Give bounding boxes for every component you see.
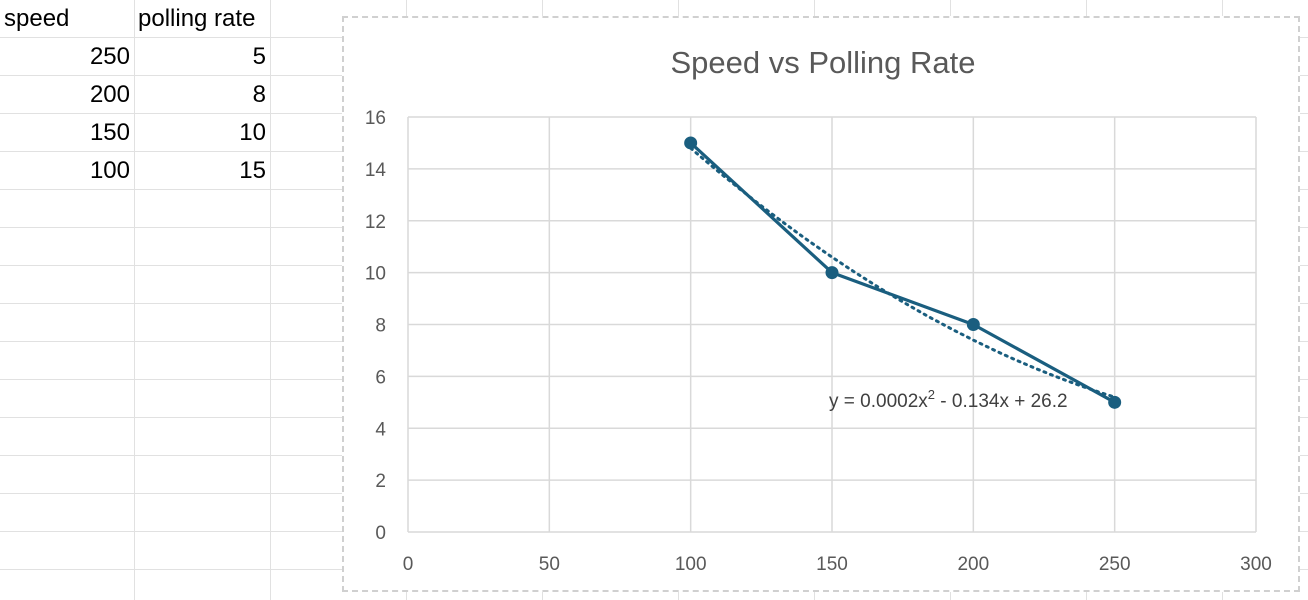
trendline-equation-rest: - 0.134x + 26.2: [935, 391, 1068, 412]
cell-header-polling-rate[interactable]: polling rate: [138, 5, 256, 32]
series-line: [689, 141, 1116, 404]
x-tick-label: 50: [539, 554, 560, 575]
cell-speed[interactable]: 200: [89, 81, 130, 108]
chart-object[interactable]: Speed vs Polling Rate 0 50 100 150 200 250 300…: [342, 16, 1300, 592]
cell-polling-rate[interactable]: 5: [252, 43, 266, 70]
cell-polling-rate[interactable]: 8: [252, 81, 266, 108]
cell-speed[interactable]: 100: [89, 157, 130, 184]
data-point[interactable]: [1108, 395, 1122, 409]
y-tick-label: 16: [365, 108, 386, 129]
x-tick-label: 300: [1240, 554, 1272, 575]
y-tick-label: 14: [365, 160, 387, 181]
cell-polling-rate[interactable]: 15: [239, 157, 266, 184]
trendline-equation-text: y = 0.0002x: [829, 391, 928, 412]
x-tick-label: 100: [675, 554, 707, 575]
y-tick-label: 8: [375, 316, 386, 337]
y-tick-label: 4: [375, 419, 386, 440]
x-tick-label: 0: [403, 554, 414, 575]
y-tick-label: 10: [365, 264, 386, 285]
scatter-chart: Speed vs Polling Rate 0 50 100 150 200 250 300…: [365, 45, 1272, 575]
x-tick-label: 200: [957, 554, 989, 575]
data-point[interactable]: [825, 266, 839, 280]
data-point[interactable]: [966, 318, 980, 331]
x-tick-label: 150: [816, 554, 848, 575]
data-point[interactable]: [684, 136, 698, 150]
trendline-equation: y = 0.0002x2 - 0.134x + 26.2: [829, 387, 1068, 412]
cell-polling-rate[interactable]: 10: [239, 119, 266, 146]
cell-speed[interactable]: 150: [89, 119, 130, 146]
y-tick-label: 12: [365, 212, 386, 233]
cell-header-speed[interactable]: speed: [4, 5, 70, 32]
cell-speed[interactable]: 250: [89, 43, 130, 70]
y-tick-label: 6: [375, 367, 386, 388]
y-tick-label: 0: [375, 523, 386, 544]
x-tick-label: 250: [1099, 554, 1131, 575]
y-tick-label: 2: [375, 471, 386, 492]
chart-title: Speed vs Polling Rate: [670, 45, 975, 80]
trendline-equation-exponent: 2: [928, 387, 935, 402]
